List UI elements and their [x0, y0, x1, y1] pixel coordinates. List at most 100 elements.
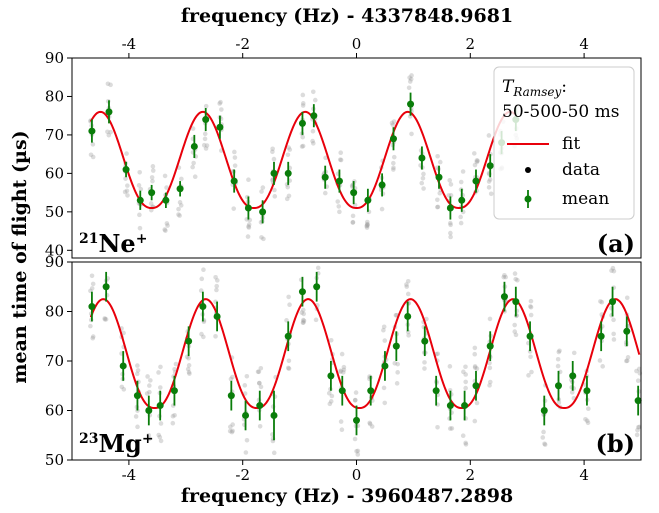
data-point [258, 384, 264, 390]
data-point [381, 327, 386, 333]
data-point [528, 312, 534, 318]
legend-data-swatch [525, 167, 531, 173]
data-point [611, 317, 616, 323]
data-point [124, 188, 130, 194]
data-point [435, 351, 441, 357]
data-point [355, 448, 361, 454]
data-point [258, 365, 264, 371]
data-point [421, 186, 426, 191]
legend-entry-data: data [562, 160, 600, 180]
data-point [213, 334, 218, 339]
data-point [528, 298, 534, 304]
mean-point [313, 283, 321, 291]
data-point [529, 369, 534, 375]
data-point [135, 368, 141, 373]
data-point [435, 204, 441, 210]
data-point [137, 225, 143, 231]
data-point [610, 265, 616, 271]
data-point [488, 191, 494, 197]
data-point [611, 337, 617, 342]
mean-point [213, 312, 221, 320]
x-tick-bottom-label: 0 [352, 466, 362, 484]
mean-point [353, 416, 360, 424]
data-point [170, 413, 176, 419]
y-axis-label: mean time of flight (µs) [9, 130, 31, 383]
data-point [391, 160, 396, 166]
data-point [339, 427, 345, 433]
data-point [310, 128, 316, 134]
mean-point [378, 181, 386, 189]
data-point [338, 368, 344, 374]
data-point [199, 276, 205, 282]
panel-b-species: 23Mg+ [79, 429, 154, 458]
data-point [246, 222, 252, 227]
x-tick-top-label: 0 [352, 35, 362, 53]
data-point [463, 372, 468, 377]
data-point [186, 369, 192, 375]
mean-point [461, 402, 469, 410]
mean-point [367, 387, 375, 395]
data-point [204, 143, 210, 148]
legend-title-sub: Ramsey [512, 85, 561, 99]
data-point [448, 230, 453, 236]
mean-point [446, 402, 454, 410]
data-point [404, 284, 410, 289]
data-point [300, 92, 306, 98]
data-point [447, 220, 453, 226]
data-point [435, 424, 440, 430]
data-point [137, 169, 142, 175]
panel-a-species-mass: 21 [79, 231, 98, 247]
mean-point [145, 407, 153, 414]
data-point [475, 158, 480, 164]
data-point [106, 132, 112, 138]
data-point [421, 171, 426, 177]
legend-title: TRamsey: [502, 77, 567, 99]
data-point [138, 186, 144, 192]
data-point [501, 274, 507, 280]
panel-b-data [88, 265, 643, 457]
data-point [105, 129, 110, 135]
data-point [487, 365, 493, 371]
data-point [90, 335, 96, 341]
data-point [186, 355, 191, 361]
x-tick-top-label: -2 [235, 35, 250, 53]
data-point [512, 271, 518, 276]
mean-point [404, 312, 412, 320]
data-point [246, 224, 251, 229]
data-point [463, 442, 469, 447]
data-point [472, 365, 478, 370]
data-point [474, 159, 480, 165]
data-point [625, 355, 631, 360]
data-point [447, 364, 453, 369]
data-point [339, 351, 345, 357]
data-point [271, 156, 277, 162]
panel-a-species-charge: + [136, 231, 148, 247]
data-point [217, 101, 222, 106]
panel-b: 50 60 70 80 90 -4 -2 0 2 4 23Mg+ (b) [45, 253, 643, 484]
data-point [340, 370, 346, 375]
data-point [88, 152, 94, 158]
data-point [214, 283, 220, 289]
data-point [486, 133, 492, 138]
data-point [542, 441, 547, 447]
data-point [322, 190, 328, 196]
data-point [337, 209, 342, 215]
data-point [158, 421, 164, 426]
mean-point [364, 196, 372, 204]
data-point [121, 387, 127, 392]
panel-b-fit-line [89, 298, 641, 410]
mean-point [122, 166, 130, 174]
data-point [634, 432, 640, 438]
data-point [569, 390, 575, 395]
data-point [201, 267, 206, 273]
mean-point [472, 382, 480, 390]
data-point [150, 168, 156, 173]
data-point [232, 149, 237, 155]
legend-entry-fit: fit [562, 134, 580, 154]
data-point [381, 324, 387, 330]
data-point [176, 206, 181, 212]
data-point [512, 329, 518, 334]
data-point [102, 316, 108, 321]
data-point [310, 89, 316, 95]
data-point [611, 331, 616, 337]
